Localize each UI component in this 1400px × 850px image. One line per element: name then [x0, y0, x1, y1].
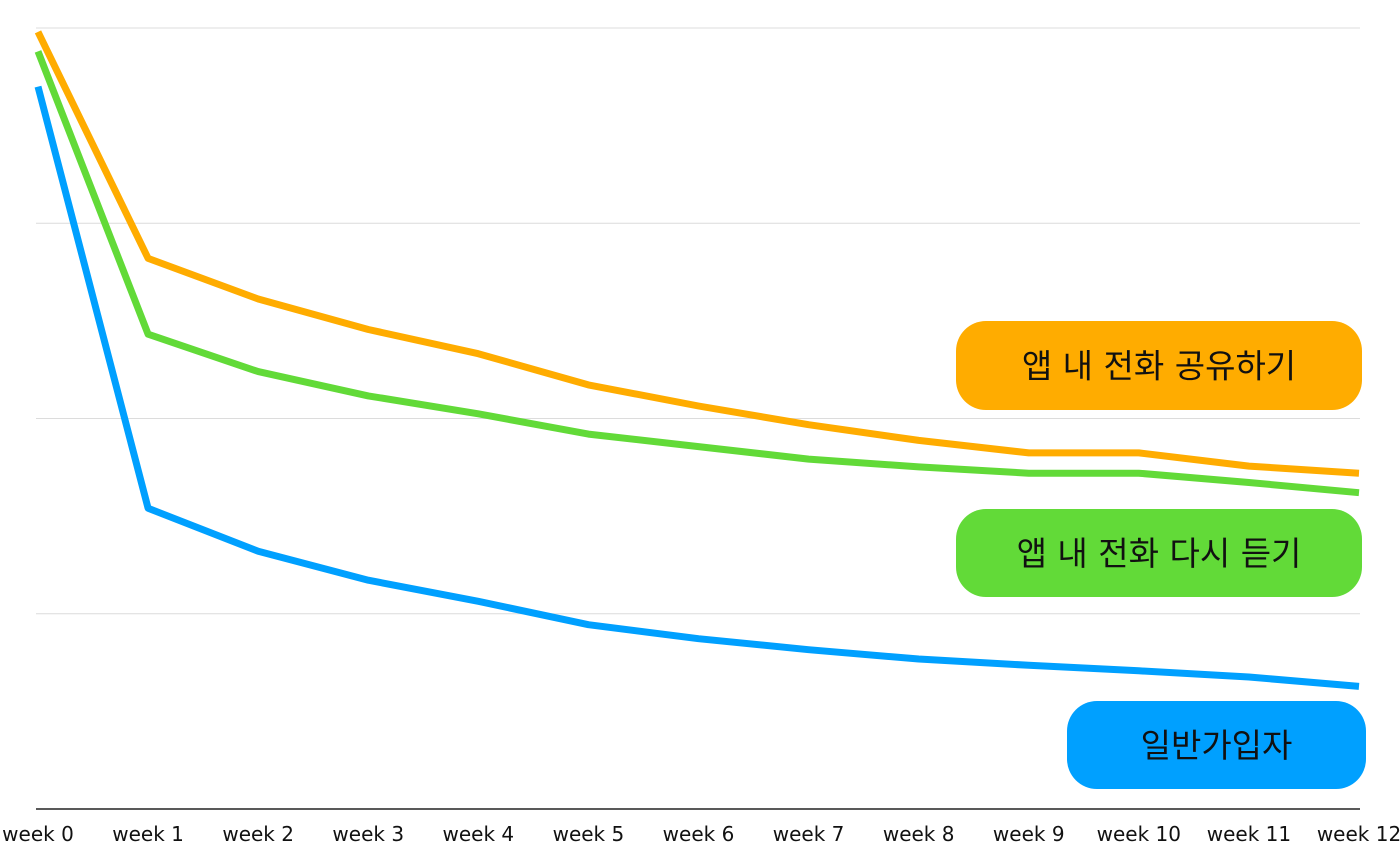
x-axis-tick-labels: week 0 week 1 week 2 week 3 week 4 week 5 week… — [2, 822, 1400, 846]
x-tick-label: week 11 — [1207, 822, 1291, 846]
x-tick-label: week 5 — [553, 822, 625, 846]
legend-label: 일반가입자 — [1141, 726, 1293, 765]
legend-pill-background — [1067, 701, 1366, 789]
x-tick-label: week 2 — [222, 822, 294, 846]
x-tick-label: week 0 — [2, 822, 74, 846]
legend-label: 앱 내 전화 공유하기 — [1022, 347, 1296, 386]
x-tick-label: week 1 — [112, 822, 184, 846]
x-tick-label: week 6 — [663, 822, 735, 846]
x-tick-label: week 9 — [993, 822, 1065, 846]
legend-pill-background — [956, 321, 1362, 410]
x-tick-label: week 8 — [883, 822, 955, 846]
legend-pill-2: 일반가입자 — [1067, 701, 1366, 789]
gridlines — [36, 27, 1360, 615]
series-line-1 — [34, 50, 1360, 497]
legend-pill-0: 앱 내 전화 공유하기 — [956, 321, 1362, 410]
x-tick-label: week 4 — [443, 822, 515, 846]
x-tick-label: week 10 — [1097, 822, 1181, 846]
x-tick-label: week 3 — [332, 822, 404, 846]
legend-pill-1: 앱 내 전화 다시 듣기 — [956, 509, 1362, 597]
series-lines — [34, 30, 1360, 690]
x-tick-label: week 12 — [1317, 822, 1400, 846]
legend-label: 앱 내 전화 다시 듣기 — [1017, 534, 1302, 573]
legend-pill-background — [956, 509, 1362, 597]
x-tick-label: week 7 — [773, 822, 845, 846]
